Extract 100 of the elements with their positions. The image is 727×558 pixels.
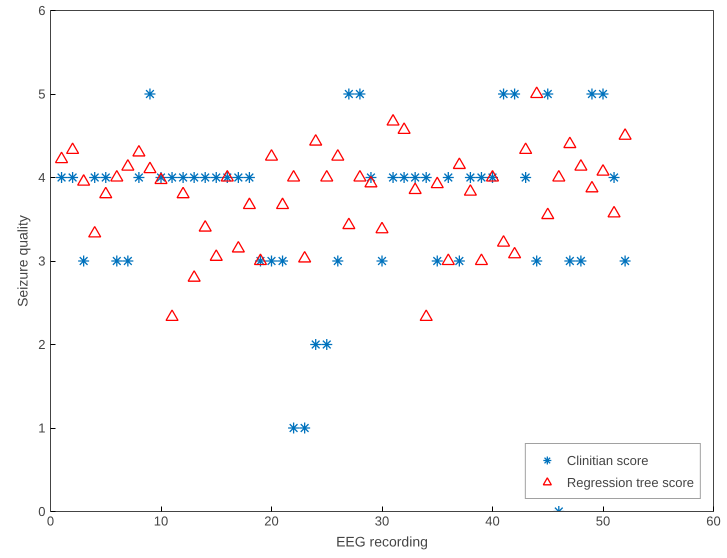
point [375, 222, 389, 234]
point [563, 136, 576, 148]
point [541, 207, 554, 220]
point [474, 253, 488, 266]
point [464, 171, 477, 184]
point [496, 235, 510, 247]
point [199, 171, 212, 184]
point [144, 88, 156, 100]
point [530, 86, 544, 98]
point [607, 206, 621, 218]
point [542, 88, 554, 100]
x-tick-label: 30 [374, 514, 390, 528]
point [464, 184, 478, 196]
point [265, 254, 278, 268]
y-tick-label: 6 [38, 3, 46, 18]
point [166, 171, 178, 184]
point [66, 142, 80, 154]
point [309, 134, 322, 146]
point [242, 197, 256, 210]
point [508, 246, 522, 258]
point [408, 182, 422, 194]
point [143, 162, 157, 174]
point [188, 171, 200, 184]
point [386, 171, 400, 184]
point [88, 226, 102, 238]
point [198, 220, 212, 232]
point [475, 171, 488, 184]
y-tick-label: 0 [38, 504, 46, 519]
point [132, 144, 146, 157]
point [298, 422, 311, 434]
point [574, 159, 588, 171]
point [276, 254, 289, 268]
point [165, 309, 179, 322]
x-tick-label: 40 [485, 514, 500, 528]
point [420, 171, 432, 184]
y-tick-label: 4 [38, 170, 46, 185]
point [121, 159, 134, 171]
point [320, 170, 334, 182]
point [286, 170, 300, 182]
point [331, 149, 344, 161]
x-tick-label: 50 [596, 514, 610, 528]
point [99, 186, 112, 198]
point [364, 176, 378, 188]
point [453, 254, 466, 268]
point [66, 171, 79, 184]
point [430, 176, 444, 188]
legend-label: Regression tree score [566, 474, 694, 490]
point [100, 171, 112, 184]
x-tick-label: 60 [706, 514, 721, 528]
point [618, 254, 632, 268]
point [54, 152, 68, 164]
point [508, 88, 521, 100]
point [342, 88, 355, 100]
point [298, 250, 312, 263]
point [287, 422, 300, 434]
point [88, 171, 101, 184]
x-axis-title: EEG recording [336, 534, 428, 550]
point [320, 338, 333, 351]
y-tick-label: 3 [38, 254, 46, 268]
point [122, 254, 134, 268]
legend-label: Clinitian score [566, 452, 648, 468]
y-tick-label: 5 [38, 86, 46, 102]
point [398, 171, 410, 184]
point [332, 254, 344, 268]
x-tick-label: 10 [154, 514, 168, 528]
point [176, 186, 190, 198]
point [618, 128, 632, 140]
point [110, 254, 123, 268]
point [176, 171, 190, 184]
point [596, 164, 610, 176]
x-tick-label: 20 [264, 514, 279, 528]
point [409, 171, 422, 184]
point [232, 240, 245, 253]
point [364, 171, 378, 184]
point [442, 171, 454, 184]
point [78, 254, 90, 268]
y-tick-label: 2 [38, 337, 46, 352]
y-axis-title: Seizure quality [14, 215, 30, 307]
point [243, 171, 256, 184]
point [586, 88, 598, 100]
point [520, 171, 532, 184]
point [519, 142, 532, 154]
point [310, 338, 322, 351]
point [353, 170, 367, 182]
point [342, 218, 356, 230]
point [77, 174, 90, 186]
point [276, 197, 290, 210]
point [210, 171, 222, 184]
point [442, 253, 455, 266]
point [210, 249, 223, 261]
point [596, 88, 610, 100]
point [564, 254, 576, 268]
point [110, 170, 124, 182]
point [420, 309, 433, 322]
point [585, 180, 599, 192]
point [188, 270, 201, 282]
point [386, 114, 400, 126]
point [232, 171, 244, 184]
point [55, 171, 68, 184]
point [574, 254, 588, 268]
